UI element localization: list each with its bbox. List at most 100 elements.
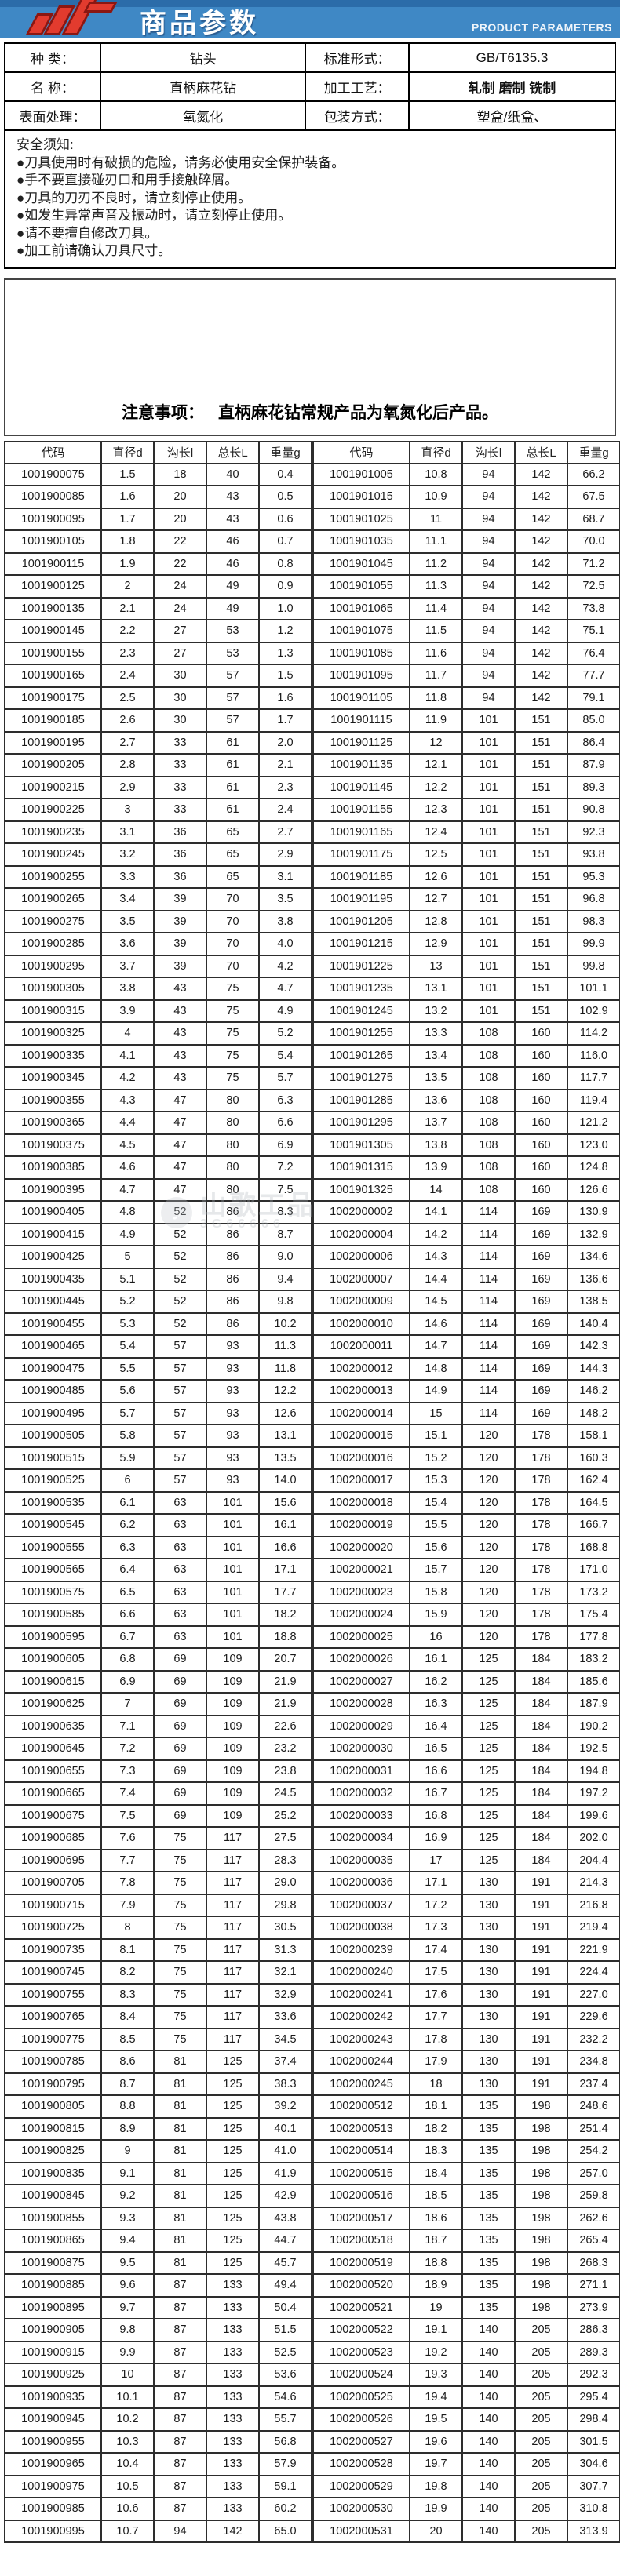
total-length-cell: 198 xyxy=(514,2250,568,2275)
groove-length-cell: 140 xyxy=(461,2452,516,2476)
weight-cell: 160.3 xyxy=(567,1446,620,1470)
table-row: 1002000512 18.1 135 198 248.6 xyxy=(312,2094,620,2119)
weight-cell: 65.0 xyxy=(258,2519,312,2543)
total-length-cell: 117 xyxy=(206,2005,260,2029)
product-spec-table: 种 类： 钻头 标准形式： GB/T6135.3 名 称： 直柄麻花钻 加工工艺… xyxy=(4,42,617,131)
groove-length-cell: 69 xyxy=(153,1714,207,1738)
code-cell: 1002000027 xyxy=(312,1669,410,1694)
weight-cell: 89.3 xyxy=(567,775,620,799)
diameter-cell: 7.6 xyxy=(100,1826,155,1850)
groove-length-cell: 36 xyxy=(153,820,207,844)
total-length-cell: 178 xyxy=(514,1446,568,1470)
diameter-cell: 10.7 xyxy=(100,2519,155,2543)
spec-label: 包装方式： xyxy=(305,100,410,131)
groove-length-cell: 120 xyxy=(461,1446,516,1470)
table-row: 1002000010 14.6 114 169 140.4 xyxy=(312,1312,620,1336)
table-row: 1002000012 14.8 114 169 144.3 xyxy=(312,1356,620,1381)
code-cell: 1002000023 xyxy=(312,1580,410,1604)
groove-length-cell: 125 xyxy=(461,1692,516,1716)
total-length-cell: 151 xyxy=(514,798,568,822)
weight-cell: 307.7 xyxy=(567,2474,620,2498)
weight-cell: 93.8 xyxy=(567,842,620,867)
total-length-cell: 205 xyxy=(514,2407,568,2432)
total-length-cell: 191 xyxy=(514,1871,568,1895)
spec-label: 名 称： xyxy=(4,71,101,102)
code-cell: 1001900945 xyxy=(4,2407,102,2432)
table-row: 1001901145 12.2 101 151 89.3 xyxy=(312,775,620,799)
total-length-cell: 178 xyxy=(514,1513,568,1537)
code-cell: 1001901125 xyxy=(312,730,410,755)
table-row: 1001900905 9.8 87 133 51.5 xyxy=(4,2318,312,2342)
code-cell: 1002000523 xyxy=(312,2340,410,2364)
code-cell: 1001900935 xyxy=(4,2385,102,2409)
diameter-cell: 16.3 xyxy=(409,1692,463,1716)
weight-cell: 0.7 xyxy=(258,529,312,554)
total-length-cell: 109 xyxy=(206,1737,260,1761)
weight-cell: 162.4 xyxy=(567,1468,620,1493)
total-length-cell: 169 xyxy=(514,1267,568,1291)
total-length-cell: 184 xyxy=(514,1692,568,1716)
code-cell: 1001901075 xyxy=(312,619,410,643)
diameter-cell: 2.3 xyxy=(100,641,155,665)
table-row: 1001900575 6.5 63 101 17.7 xyxy=(4,1580,312,1604)
weight-cell: 70.0 xyxy=(567,529,620,554)
code-cell: 1002000019 xyxy=(312,1513,410,1537)
weight-cell: 130.9 xyxy=(567,1200,620,1224)
table-row: 1002000516 18.5 135 198 259.8 xyxy=(312,2184,620,2208)
code-cell: 1001900735 xyxy=(4,1937,102,1962)
table-row: 1002000521 19 135 198 273.9 xyxy=(312,2295,620,2319)
total-length-cell: 191 xyxy=(514,1982,568,2007)
weight-cell: 124.8 xyxy=(567,1155,620,1180)
weight-cell: 52.5 xyxy=(258,2340,312,2364)
diameter-cell: 10.2 xyxy=(100,2407,155,2432)
groove-length-cell: 87 xyxy=(153,2385,207,2409)
code-cell: 1001900525 xyxy=(4,1468,102,1493)
total-length-cell: 117 xyxy=(206,1937,260,1962)
spec-label: 标准形式： xyxy=(305,42,410,73)
weight-cell: 5.4 xyxy=(258,1043,312,1068)
table-row: 1001900095 1.7 20 43 0.6 xyxy=(4,507,312,531)
total-length-cell: 151 xyxy=(514,909,568,933)
groove-length-cell: 101 xyxy=(461,864,516,889)
groove-length-cell: 27 xyxy=(153,641,207,665)
total-length-cell: 75 xyxy=(206,977,260,1001)
col-header-diameter: 直径d xyxy=(409,440,463,464)
col-header-diameter: 直径d xyxy=(100,440,155,464)
table-row: 1002000017 15.3 120 178 162.4 xyxy=(312,1468,620,1493)
weight-cell: 187.9 xyxy=(567,1692,620,1716)
table-row: 1002000036 17.1 130 191 214.3 xyxy=(312,1871,620,1895)
table-row: 1001901255 13.3 108 160 114.2 xyxy=(312,1021,620,1046)
diameter-cell: 3.3 xyxy=(100,864,155,889)
diameter-cell: 9.3 xyxy=(100,2206,155,2230)
diameter-cell: 16.7 xyxy=(409,1781,463,1806)
code-cell: 1001900445 xyxy=(4,1290,102,1314)
total-length-cell: 151 xyxy=(514,730,568,755)
groove-length-cell: 75 xyxy=(153,1826,207,1850)
code-cell: 1002000243 xyxy=(312,2027,410,2051)
col-header-weight: 重量g xyxy=(258,440,312,464)
weight-cell: 21.9 xyxy=(258,1669,312,1694)
groove-length-cell: 130 xyxy=(461,1893,516,1917)
groove-length-cell: 120 xyxy=(461,1513,516,1537)
code-cell: 1001900145 xyxy=(4,619,102,643)
code-cell: 1001900815 xyxy=(4,2116,102,2141)
table-row: 1001900775 8.5 75 117 34.5 xyxy=(4,2027,312,2051)
table-row: 1002000526 19.5 140 205 298.4 xyxy=(312,2407,620,2432)
col-header-code: 代码 xyxy=(4,440,102,464)
table-row: 1001900795 8.7 81 125 38.3 xyxy=(4,2072,312,2096)
diameter-cell: 8.6 xyxy=(100,2050,155,2074)
total-length-cell: 160 xyxy=(514,1088,568,1112)
weight-cell: 3.8 xyxy=(258,909,312,933)
table-row: 1001901245 13.2 101 151 102.9 xyxy=(312,999,620,1023)
diameter-cell: 3.5 xyxy=(100,909,155,933)
total-length-cell: 86 xyxy=(206,1222,260,1246)
diameter-cell: 6.3 xyxy=(100,1535,155,1559)
total-length-cell: 151 xyxy=(514,954,568,978)
code-cell: 1002000241 xyxy=(312,1982,410,2007)
groove-length-cell: 63 xyxy=(153,1558,207,1582)
diameter-cell: 11.2 xyxy=(409,551,463,576)
table-row: 1001900555 6.3 63 101 16.6 xyxy=(4,1535,312,1559)
spec-row: 名 称： 直柄麻花钻 加工工艺： 轧制 磨制 铣制 xyxy=(4,71,617,102)
total-length-cell: 75 xyxy=(206,1066,260,1090)
diameter-cell: 18.5 xyxy=(409,2184,463,2208)
